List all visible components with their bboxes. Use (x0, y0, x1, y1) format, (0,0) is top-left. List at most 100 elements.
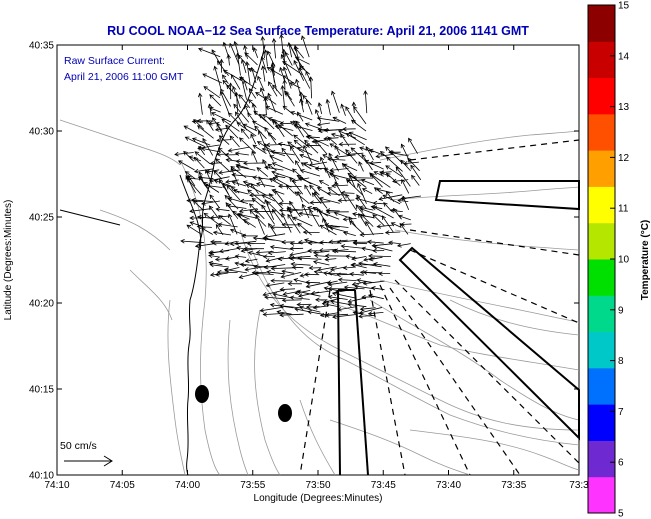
colorbar-band (588, 440, 615, 478)
current-vector (334, 154, 356, 160)
current-vector (346, 151, 364, 157)
current-vector (232, 210, 250, 226)
colorbar-band (588, 77, 615, 115)
colorbar-ticks: 15 14 13 12 11 10 9 8 7 6 5 (610, 1, 630, 519)
current-vector (372, 248, 385, 254)
current-vector (208, 176, 230, 183)
y-tick-label: 40:35 (29, 41, 54, 52)
current-vector (305, 70, 312, 83)
current-vector (295, 78, 303, 100)
current-vector (267, 163, 277, 171)
current-vector (281, 147, 295, 164)
current-vector (262, 312, 285, 317)
current-vector (293, 139, 304, 149)
current-vector (213, 179, 232, 187)
current-vector (312, 305, 330, 310)
current-vector (282, 61, 303, 76)
current-vector (200, 200, 220, 206)
current-vector (240, 58, 247, 74)
current-vector (334, 181, 347, 202)
current-vector (389, 208, 403, 213)
x-axis-label: Longitude (Degrees:Minutes) (254, 493, 383, 504)
current-vector (211, 112, 232, 123)
current-vector (234, 254, 247, 259)
current-vector (208, 253, 220, 259)
colorbar-band (588, 150, 615, 187)
current-vector (289, 250, 313, 257)
current-vector (223, 267, 248, 274)
current-vector (298, 91, 304, 106)
y-tick-label: 40:30 (29, 127, 54, 138)
current-vector (180, 239, 205, 244)
plot-frame (56, 44, 580, 476)
current-vector (294, 191, 310, 205)
current-vector (187, 174, 196, 187)
figure-title: RU COOL NOAA−12 Sea Surface Temperature:… (107, 24, 529, 38)
current-vector (326, 191, 349, 197)
current-vector (202, 137, 214, 156)
current-vector (274, 189, 284, 202)
colorbar-band (588, 404, 615, 441)
current-vector (268, 193, 283, 210)
current-vector (299, 98, 304, 113)
current-vector (291, 265, 304, 270)
current-vector (337, 198, 355, 203)
current-vector (244, 258, 258, 263)
current-vector (358, 261, 382, 268)
current-vector (238, 137, 256, 154)
current-vector (229, 42, 240, 65)
current-vector (279, 312, 304, 318)
colorbar-tick-label: 14 (618, 51, 630, 62)
current-vector (359, 232, 384, 237)
current-vector (314, 139, 328, 155)
station-dot (278, 404, 292, 422)
current-vector (379, 171, 391, 178)
current-vector (305, 304, 320, 310)
current-vector (363, 90, 368, 114)
current-vector (262, 289, 285, 297)
current-vector (260, 35, 266, 59)
current-vector (400, 159, 411, 172)
current-vector (197, 125, 214, 139)
current-vector (216, 269, 238, 275)
colorbar (588, 5, 615, 514)
current-vector (385, 156, 403, 172)
current-vector (316, 116, 340, 122)
current-vector (243, 44, 248, 59)
current-vector (324, 257, 337, 262)
current-vector (289, 176, 304, 195)
colorbar-band (588, 41, 615, 79)
x-tick-label: 73:50 (305, 480, 330, 491)
current-vector (318, 196, 340, 204)
current-vector (227, 112, 240, 125)
current-vector (287, 205, 294, 221)
current-vector (256, 167, 269, 177)
current-vector (230, 74, 241, 90)
station-dot (195, 385, 209, 403)
current-vector (226, 53, 231, 66)
current-vector (226, 184, 241, 201)
current-vector (242, 123, 258, 132)
current-vector (252, 144, 267, 154)
current-vector (193, 156, 205, 169)
current-vector (268, 222, 277, 236)
current-vector (267, 117, 283, 123)
current-vector (203, 86, 221, 99)
current-vector (395, 166, 411, 187)
current-vector (251, 270, 267, 275)
current-vector (228, 213, 238, 235)
x-tick-label: 73:45 (371, 480, 396, 491)
current-vector (361, 294, 375, 300)
current-vector (345, 178, 364, 196)
current-vector (327, 281, 348, 287)
current-vector (352, 310, 364, 316)
current-vector (408, 137, 418, 154)
current-vector (258, 113, 275, 130)
current-vector (287, 208, 311, 213)
current-vector (347, 172, 367, 188)
current-vector (309, 209, 320, 228)
current-vector (327, 157, 346, 162)
current-vectors (174, 33, 422, 320)
current-vector (319, 224, 337, 236)
current-vector (213, 170, 222, 180)
